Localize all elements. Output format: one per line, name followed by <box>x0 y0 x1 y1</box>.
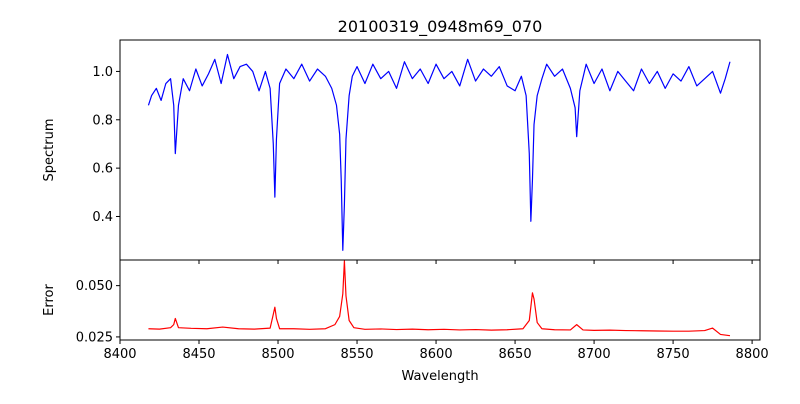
x-tick-label: 8450 <box>182 347 215 362</box>
spectrum-y-tick-label: 1.0 <box>92 65 113 80</box>
x-tick-label: 8500 <box>261 347 294 362</box>
spectrum-y-tick-label: 0.4 <box>92 210 113 225</box>
spectrum-y-ticks: 0.4 0.6 0.8 1.0 <box>92 65 120 225</box>
error-series-line-0 <box>148 260 731 337</box>
spectrum-y-tick-label: 0.8 <box>92 113 113 128</box>
x-tick-label: 8800 <box>736 347 769 362</box>
x-tick-label: 8600 <box>420 347 453 362</box>
spectrum-series-group <box>147 53 731 251</box>
x-tick-label: 8700 <box>578 347 611 362</box>
error-y-axis-label: Error <box>42 284 57 316</box>
x-tick-label: 8750 <box>657 347 690 362</box>
spectrum-y-tick-label: 0.6 <box>92 162 113 177</box>
chart-title: 20100319_0948m69_070 <box>338 17 543 37</box>
x-axis-label: Wavelength <box>401 369 478 384</box>
error-axes-frame <box>119 259 761 341</box>
error-series-group <box>148 260 731 337</box>
error-y-tick-label: 0.050 <box>76 279 113 294</box>
error-x-ticks: 8400 8450 8500 8550 8600 8650 8700 8750 8800 <box>103 340 769 362</box>
error-y-ticks: 0.025 0.050 <box>76 279 120 345</box>
spectrum-series-line-0 <box>147 53 731 251</box>
spectrum-y-axis-label: Spectrum <box>42 119 57 182</box>
x-tick-label: 8550 <box>340 347 373 362</box>
error-y-tick-label: 0.025 <box>76 330 113 345</box>
x-tick-label: 8650 <box>499 347 532 362</box>
x-tick-label: 8400 <box>103 347 136 362</box>
